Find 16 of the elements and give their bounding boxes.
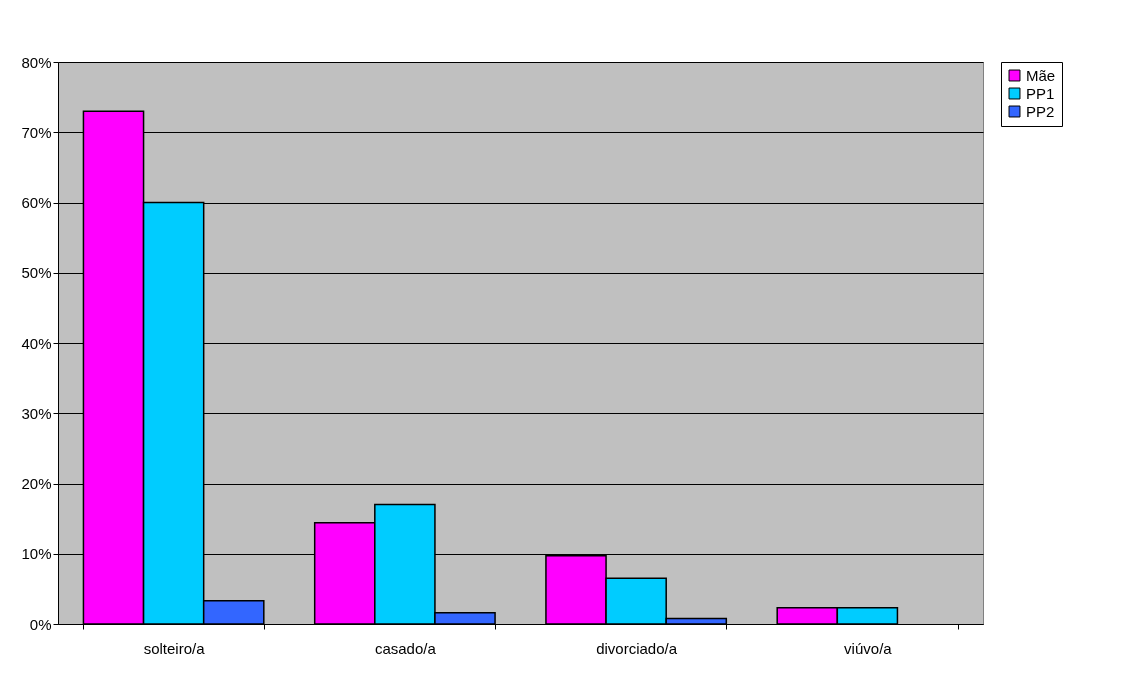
y-tick-label: 50% [21, 264, 52, 282]
y-tick-label: 30% [21, 404, 52, 422]
x-tick-label: divorciado/a [596, 639, 678, 657]
x-tick-label: solteiro/a [143, 639, 206, 657]
x-tick-label: casado/a [374, 639, 437, 657]
y-tick-label: 0% [29, 615, 52, 633]
x-tick-label: viúvo/a [844, 639, 893, 657]
y-tick-label: 70% [21, 123, 52, 141]
y-tick-label: 10% [21, 545, 52, 563]
y-tick-label: 40% [21, 334, 52, 352]
y-tick-label: 20% [21, 475, 52, 492]
legend-label: PP1 [1026, 84, 1055, 102]
legend-label: Mãe [1026, 66, 1056, 84]
y-tick-label: 60% [21, 194, 52, 211]
legend-label: PP2 [1026, 102, 1055, 120]
y-tick-label: 80% [21, 53, 52, 71]
